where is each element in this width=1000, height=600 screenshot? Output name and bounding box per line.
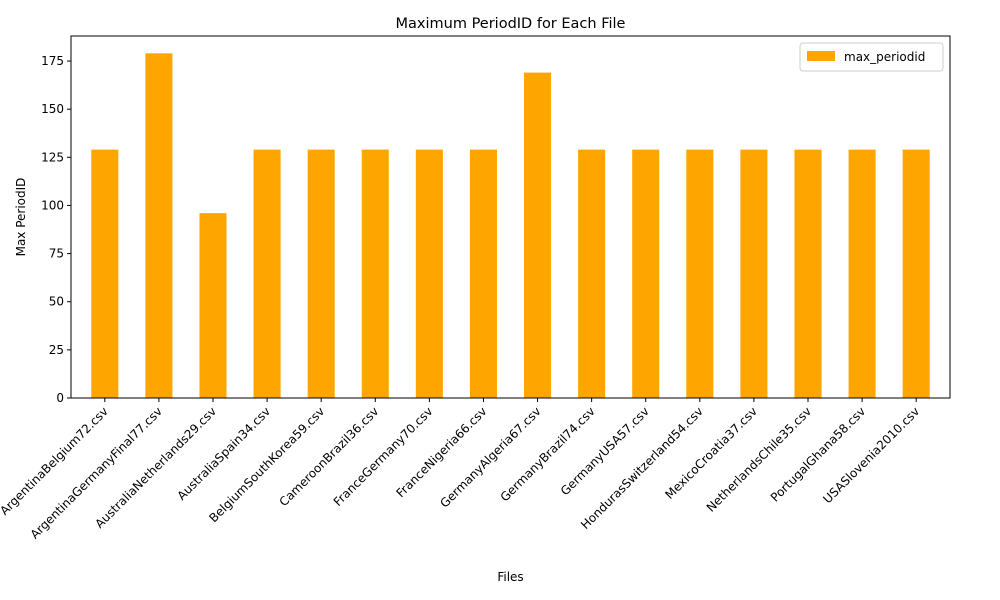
y-tick-label: 100 (41, 198, 64, 212)
x-tick-label: PortugalGhana58.csv (768, 404, 868, 504)
bar (199, 213, 227, 398)
x-tick-label: NetherlandsChile35.csv (704, 404, 814, 514)
x-tick-label: USASlovenia2010.csv (820, 404, 922, 506)
bar (524, 72, 552, 398)
y-tick-label: 125 (41, 150, 64, 164)
x-tick-label: FranceGermany70.csv (331, 404, 436, 509)
bar (740, 149, 768, 398)
bar (848, 149, 876, 398)
y-tick-label: 0 (56, 391, 64, 405)
legend-label: max_periodid (844, 50, 925, 64)
y-axis: 0 25 50 75 100 125 150 175 (41, 54, 71, 405)
x-tick-label: ArgentinaBelgium72.csv (0, 404, 111, 518)
plot-frame (70, 35, 951, 399)
x-axis-label: Files (497, 570, 523, 584)
y-tick-label: 150 (41, 102, 64, 116)
y-tick-label: 175 (41, 54, 64, 68)
bar (578, 149, 606, 398)
bar (415, 149, 443, 398)
x-tick-label: CameroonBrazil36.csv (277, 404, 382, 509)
bar (794, 149, 822, 398)
bar (253, 149, 281, 398)
bar (469, 149, 497, 398)
bars-layer (91, 53, 930, 399)
bar (686, 149, 714, 398)
bar (632, 149, 660, 398)
legend: max_periodid (799, 42, 944, 72)
x-tick-label: MexicoCroatia37.csv (662, 404, 760, 502)
x-tick-label: FranceNigeria66.csv (393, 404, 489, 500)
bar (361, 149, 389, 398)
y-tick-label: 50 (49, 295, 64, 309)
legend-box (799, 42, 944, 72)
chart-title: Maximum PeriodID for Each File (396, 16, 626, 32)
x-tick-label: AustraliaSpain34.csv (174, 404, 273, 503)
x-tick-label: GermanyUSA57.csv (558, 404, 652, 498)
legend-swatch (807, 51, 835, 61)
bar (902, 149, 930, 398)
y-tick-label: 75 (49, 247, 64, 261)
x-axis: ArgentinaBelgium72.csvArgentinaGermanyFi… (0, 398, 922, 542)
x-tick-label: BelgiumSouthKorea59.csv (206, 404, 327, 525)
x-tick-label: GermanyBrazil74.csv (498, 404, 598, 504)
bar (91, 149, 119, 398)
y-tick-label: 25 (49, 343, 64, 357)
y-axis-label: Max PeriodID (14, 178, 28, 257)
x-tick-label: GermanyAlgeria67.csv (437, 404, 543, 510)
bar (307, 149, 335, 398)
bar (145, 53, 173, 399)
